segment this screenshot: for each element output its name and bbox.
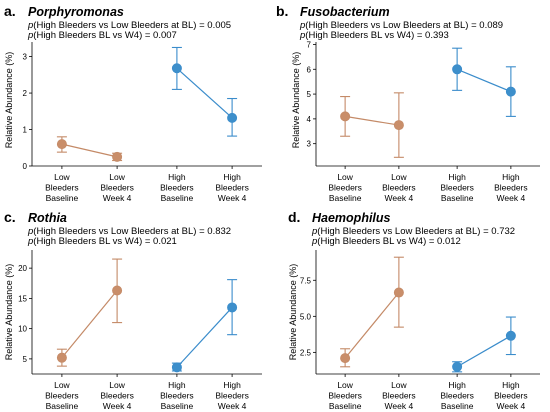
axes: 5 10 15 20 bbox=[18, 250, 262, 377]
data-point-high bbox=[505, 86, 516, 97]
series-line-low bbox=[345, 115, 399, 126]
stat-line-2: p(High Bleeders BL vs W4) = 0.021 bbox=[27, 236, 177, 247]
y-tick-label: 20 bbox=[18, 264, 27, 273]
y-tick-label: 5 bbox=[307, 90, 312, 99]
stat-line-2: p(High Bleeders BL vs W4) = 0.012 bbox=[311, 236, 461, 247]
category-labels: Low Bleeders Baseline Low Bleeders Week 4 High… bbox=[328, 380, 527, 411]
y-tick-label: 4 bbox=[307, 115, 312, 124]
category-labels: Low Bleeders Baseline Low Bleeders Week 4 High… bbox=[45, 172, 249, 203]
x-tick-label: Low Bleeders Baseline bbox=[45, 380, 79, 411]
x-tick-label: High Bleeders Week 4 bbox=[494, 380, 528, 411]
y-tick-label: 2.5 bbox=[300, 348, 312, 357]
series-line-low bbox=[61, 143, 118, 158]
series-line-high bbox=[176, 67, 233, 119]
y-tick-label: 10 bbox=[18, 325, 27, 334]
x-tick-label: Low Bleeders Week 4 bbox=[100, 380, 134, 411]
stat-line-1: p(High Bleeders vs Low Bleeders at BL) =… bbox=[27, 20, 231, 31]
stat-line-2: p(High Bleeders BL vs W4) = 0.007 bbox=[27, 30, 177, 41]
x-tick-label: Low Bleeders Week 4 bbox=[382, 172, 416, 203]
panel-title: Porphyromonas bbox=[28, 5, 124, 19]
x-tick-label: High Bleeders Baseline bbox=[440, 172, 474, 203]
data-point-low bbox=[56, 352, 67, 363]
y-axis-label: Relative Abundance (%) bbox=[291, 52, 301, 149]
x-tick-label: Low Bleeders Week 4 bbox=[382, 380, 416, 411]
panel-title: Haemophilus bbox=[312, 211, 391, 225]
y-tick-label: 5 bbox=[23, 355, 28, 364]
panel-title: Rothia bbox=[28, 211, 67, 225]
data-point-high bbox=[171, 63, 182, 74]
series-line-low bbox=[61, 290, 118, 359]
panel-d: d. Haemophilus p(High Bleeders vs Low Bl… bbox=[288, 209, 540, 411]
stat-line-1: p(High Bleeders vs Low Bleeders at BL) =… bbox=[311, 226, 515, 237]
data-point-high bbox=[452, 361, 463, 372]
x-tick-label: High Bleeders Week 4 bbox=[215, 172, 249, 203]
axes: 2.5 5.0 7.5 bbox=[300, 250, 540, 377]
data-point-high bbox=[505, 330, 516, 341]
panel-title: Fusobacterium bbox=[300, 5, 390, 19]
series-line-low bbox=[344, 292, 400, 359]
series-line-high bbox=[456, 335, 512, 368]
x-tick-label: Low Bleeders Baseline bbox=[328, 172, 362, 203]
panel-c: c. Rothia p(High Bleeders vs Low Bleeder… bbox=[4, 209, 262, 411]
y-tick-label: 7.5 bbox=[300, 276, 312, 285]
data-point-low bbox=[393, 120, 404, 131]
stat-line-2: p(High Bleeders BL vs W4) = 0.393 bbox=[299, 30, 449, 41]
data-point-low bbox=[340, 353, 351, 364]
x-tick-label: High Bleeders Baseline bbox=[160, 172, 194, 203]
y-tick-label: 7 bbox=[307, 40, 312, 49]
y-tick-label: 15 bbox=[18, 294, 27, 303]
y-tick-label: 6 bbox=[307, 65, 312, 74]
axes: 3 4 5 6 7 bbox=[307, 40, 540, 169]
panel-letter: c. bbox=[4, 209, 16, 225]
panel-letter: a. bbox=[4, 3, 16, 19]
y-tick-label: 5.0 bbox=[300, 312, 312, 321]
data-point-high bbox=[171, 362, 182, 373]
data-point-low bbox=[112, 151, 123, 162]
y-tick-label: 0 bbox=[23, 162, 28, 171]
x-tick-label: High Bleeders Baseline bbox=[160, 380, 194, 411]
chart-marks bbox=[56, 46, 238, 162]
x-tick-label: Low Bleeders Week 4 bbox=[100, 172, 134, 203]
x-tick-label: High Bleeders Baseline bbox=[440, 380, 474, 411]
x-tick-label: High Bleeders Week 4 bbox=[215, 380, 249, 411]
chart-marks bbox=[340, 47, 516, 158]
data-point-low bbox=[393, 287, 404, 298]
y-tick-label: 1 bbox=[23, 126, 28, 135]
stat-line-1: p(High Bleeders vs Low Bleeders at BL) =… bbox=[299, 20, 503, 31]
data-point-low bbox=[340, 111, 351, 122]
y-tick-label: 2 bbox=[23, 89, 28, 98]
data-point-high bbox=[452, 64, 463, 75]
series-line-high bbox=[176, 307, 233, 368]
panel-b: b. Fusobacterium p(High Bleeders vs Low … bbox=[276, 3, 540, 203]
data-point-low bbox=[56, 139, 67, 150]
data-point-high bbox=[227, 302, 238, 313]
y-tick-label: 3 bbox=[23, 53, 28, 62]
y-tick-label: 3 bbox=[307, 140, 312, 149]
panel-letter: b. bbox=[276, 3, 288, 19]
axes: 0 1 2 3 bbox=[23, 42, 262, 171]
series-line-high bbox=[456, 68, 512, 93]
x-tick-label: Low Bleeders Baseline bbox=[328, 380, 362, 411]
panel-a: a. Porphyromonas p(High Bleeders vs Low … bbox=[4, 3, 262, 203]
x-tick-label: High Bleeders Week 4 bbox=[494, 172, 528, 203]
x-tick-label: Low Bleeders Baseline bbox=[45, 172, 79, 203]
category-labels: Low Bleeders Baseline Low Bleeders Week 4 High… bbox=[328, 172, 527, 203]
chart-marks bbox=[340, 256, 516, 373]
y-axis-label: Relative Abundance (%) bbox=[288, 264, 298, 361]
stat-line-1: p(High Bleeders vs Low Bleeders at BL) =… bbox=[27, 226, 231, 237]
data-point-low bbox=[112, 285, 123, 296]
data-point-high bbox=[227, 112, 238, 123]
chart-marks bbox=[56, 258, 238, 373]
panel-letter: d. bbox=[288, 209, 300, 225]
y-axis-label: Relative Abundance (%) bbox=[4, 264, 14, 361]
y-axis-label: Relative Abundance (%) bbox=[4, 52, 14, 149]
category-labels: Low Bleeders Baseline Low Bleeders Week 4 High… bbox=[45, 380, 249, 411]
